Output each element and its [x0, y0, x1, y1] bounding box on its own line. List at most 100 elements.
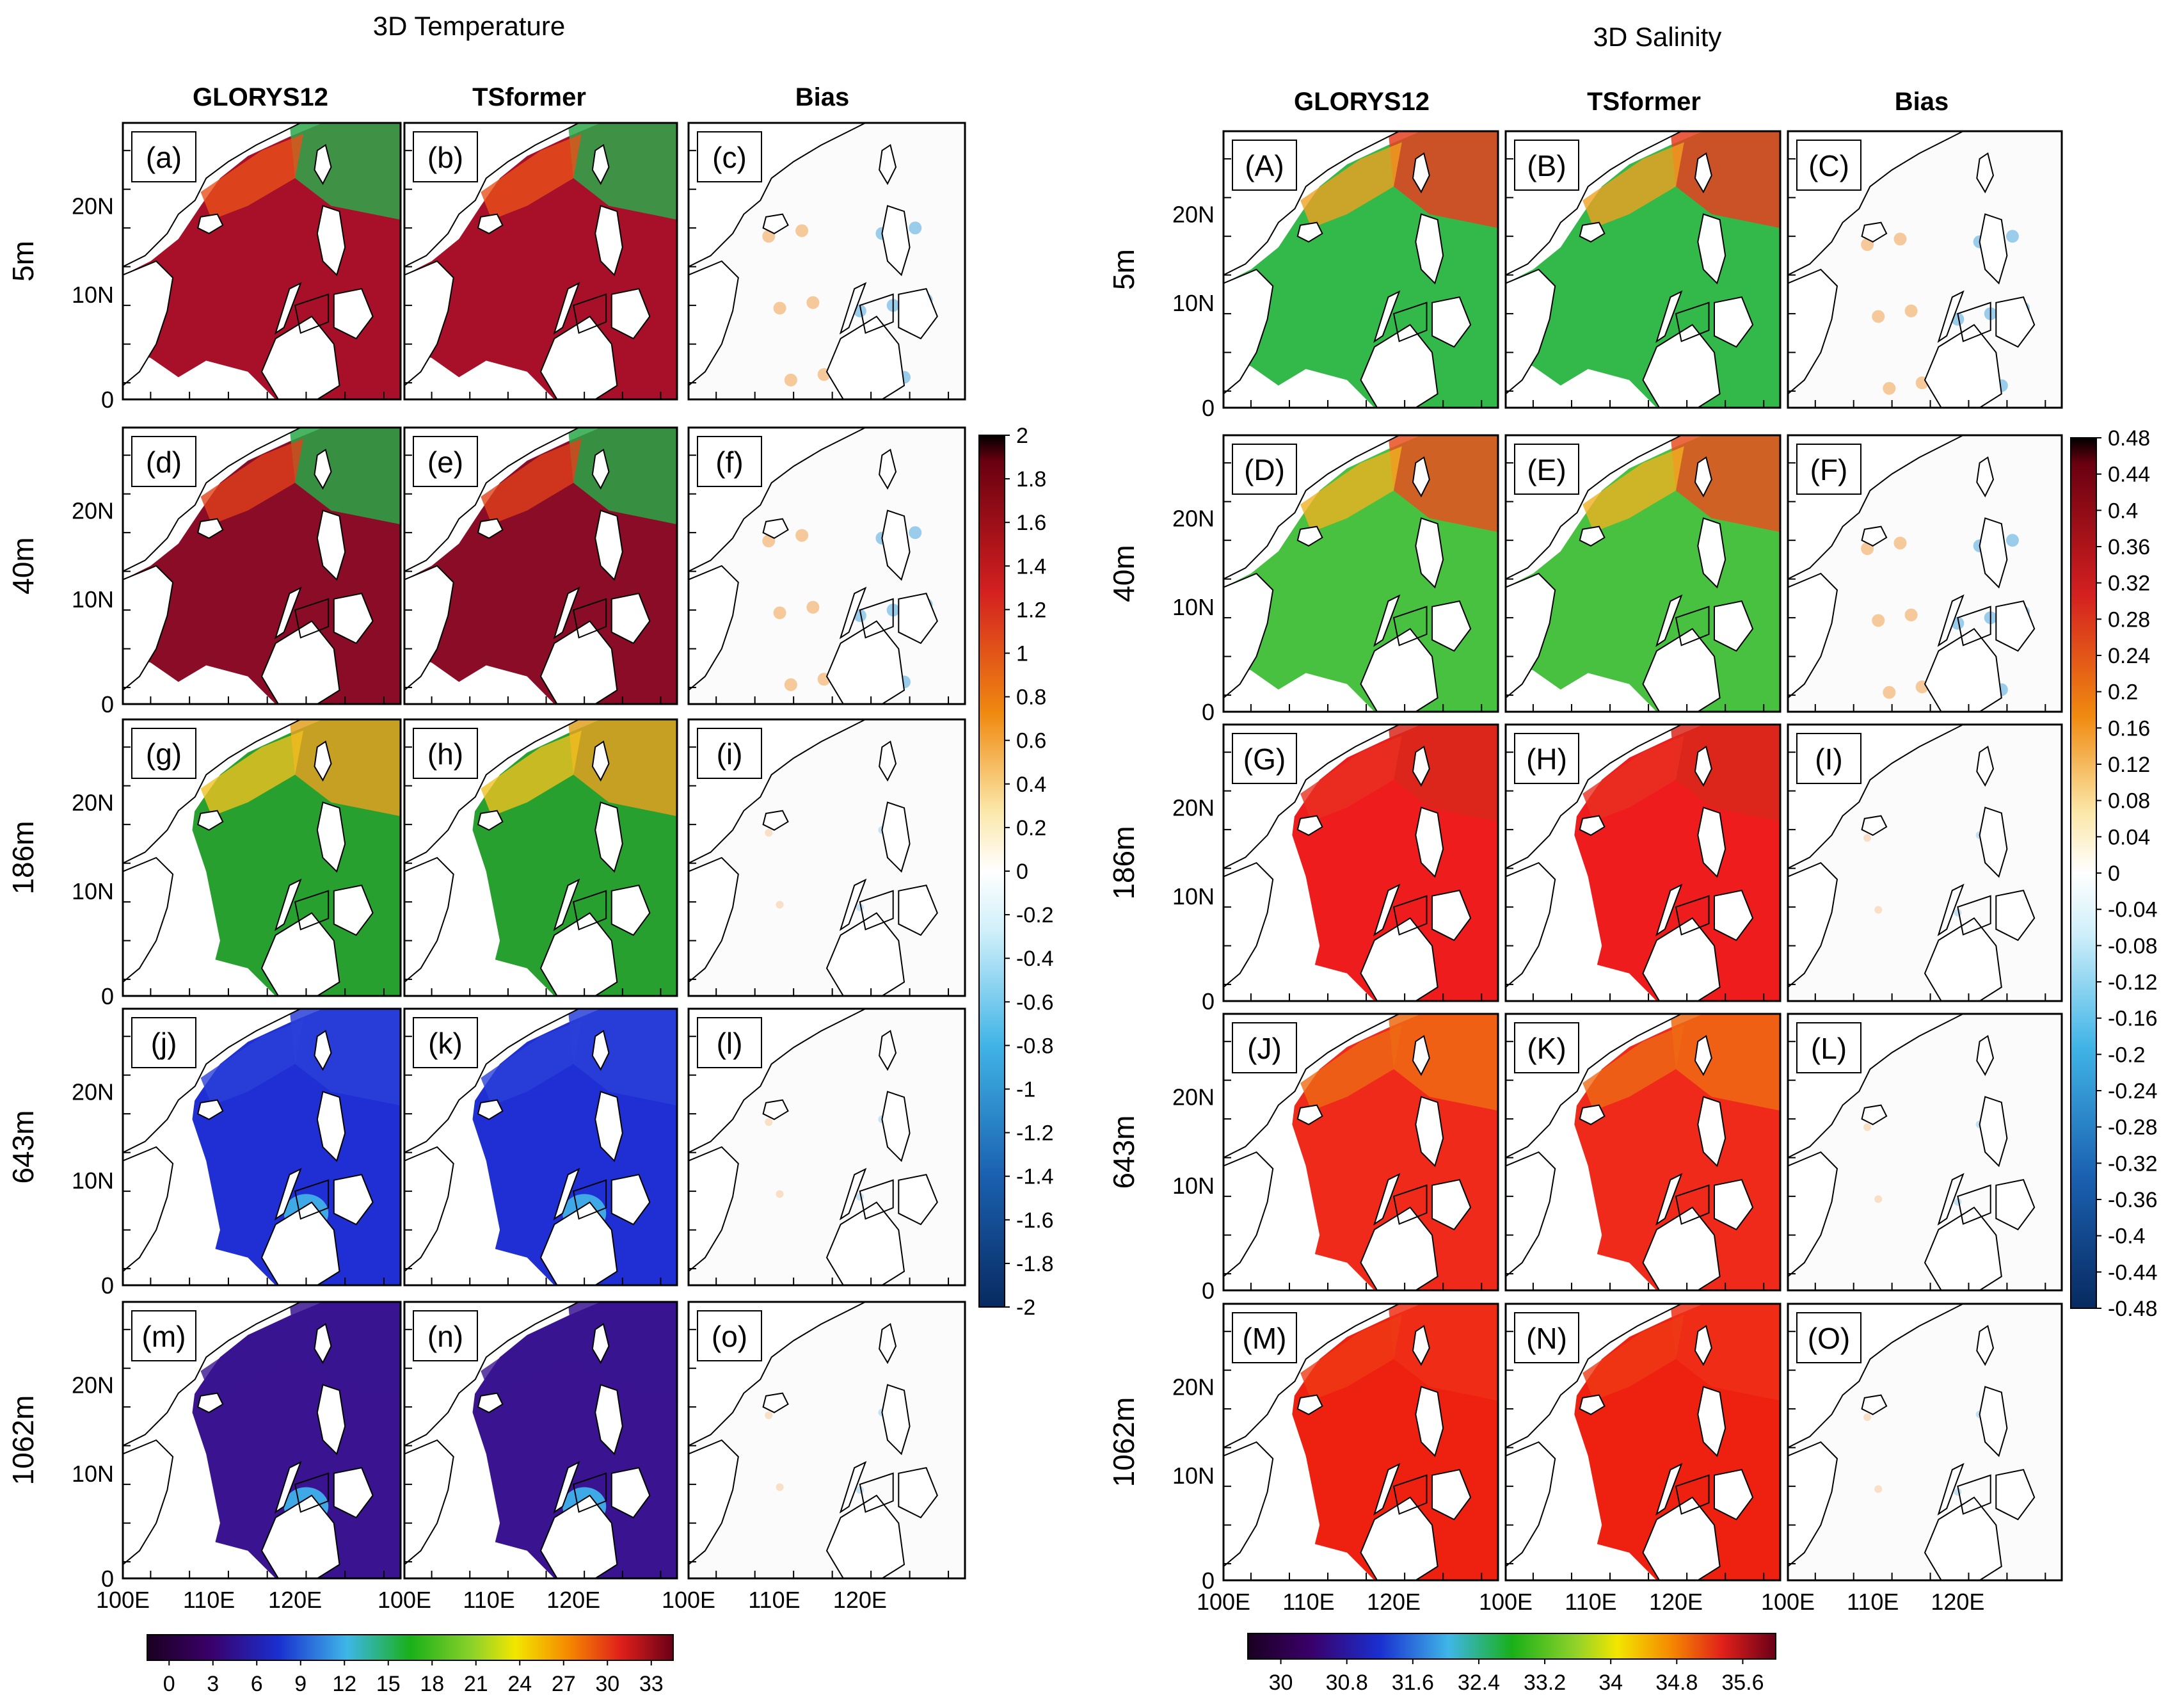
luzon-island	[1415, 806, 1444, 878]
bias-spot	[773, 606, 786, 620]
luzon-island	[1697, 1386, 1726, 1457]
salinity-field-colorbar-tick-label: 34.8	[1655, 1671, 1698, 1695]
temperature-bias-colorbar-tick-label: -0.6	[1016, 990, 1054, 1014]
temperature-lon-tick: 100E	[378, 1587, 431, 1613]
temperature-panel-1: (b)	[403, 122, 678, 401]
bias-spot	[762, 230, 776, 243]
hainan-island	[197, 518, 224, 539]
panel-label-box	[1514, 1022, 1579, 1073]
mindanao-island	[610, 1467, 651, 1519]
salinity-bias-colorbar-tick-label: 0.28	[2108, 607, 2150, 632]
panel-frame	[122, 426, 402, 705]
luzon-island	[594, 509, 623, 581]
luzon-island	[1979, 806, 2008, 878]
taiwan-island	[879, 1322, 897, 1365]
temperature-lat-tick: 10N	[72, 282, 114, 308]
sulu-archipelago	[294, 890, 330, 931]
luzon-island	[881, 509, 911, 581]
panel-label: (o)	[712, 1320, 747, 1353]
panel-label: (m)	[142, 1320, 186, 1353]
bias-spot	[776, 1483, 784, 1491]
temperature-depth-label: 186m	[6, 821, 40, 894]
panel-frame	[1787, 723, 2063, 1002]
ocean-field-shelf	[1300, 1025, 1402, 1111]
ocean-field-shelf	[1300, 735, 1402, 822]
taiwan-island	[591, 448, 610, 490]
mindanao-island	[1995, 1469, 2036, 1521]
temperature-lon-tick: 100E	[96, 1587, 150, 1613]
palawan-island	[1373, 1463, 1401, 1516]
bias-spot	[1872, 310, 1885, 323]
palawan-island	[1655, 290, 1683, 343]
axis-labels: 20N 10N 0 5m 20N 10N 0 40m 20N 10N 0 186m 20N 10N 0 643…	[6, 193, 1984, 1615]
ocean-field-shelf	[1300, 1315, 1402, 1401]
taiwan-island	[591, 1029, 610, 1071]
ocean-field-northeast	[1670, 1304, 1780, 1401]
luzon-island	[1415, 1386, 1444, 1457]
bias-spot	[2005, 534, 2019, 547]
palawan-island	[839, 586, 867, 639]
salinity-panel-8: (I)	[1787, 723, 2063, 1002]
panel-frame	[1504, 434, 1781, 713]
borneo-island	[1642, 1496, 1721, 1581]
hainan-island	[197, 1099, 224, 1120]
hainan-island	[1861, 221, 1888, 243]
taiwan-island	[314, 448, 332, 490]
panel-frame	[687, 122, 966, 401]
taiwan-island	[879, 1029, 897, 1071]
map-panels: (a) (b) (c) (d) (e) (f) (g) (h) (i) (j) (k) (l) (m) (…	[122, 122, 2063, 1582]
ocean-field-northeast	[1388, 1304, 1498, 1401]
taiwan-island	[1694, 1034, 1712, 1077]
mindanao-island	[1714, 1469, 1754, 1521]
ocean-field-shelf	[1582, 142, 1684, 229]
panel-label: (c)	[712, 141, 747, 174]
taiwan-island	[1694, 1324, 1712, 1367]
panel-frame	[1787, 130, 2063, 409]
taiwan-island	[1412, 152, 1430, 194]
temperature-bias-colorbar-tick-label: -1.2	[1016, 1121, 1054, 1146]
temperature-field-colorbar-tick-label: 33	[639, 1672, 664, 1696]
luzon-island	[881, 1091, 911, 1162]
borneo-island	[260, 912, 340, 997]
bias-spot	[1883, 686, 1896, 699]
temperature-panel-11: (l)	[687, 1007, 966, 1287]
palawan-island	[1373, 594, 1401, 647]
panel-label-box	[1232, 733, 1297, 784]
salinity-lat-tick: 10N	[1172, 1173, 1215, 1199]
salinity-panel-0: (A)	[1222, 130, 1499, 409]
palawan-island	[839, 878, 867, 931]
salinity-depth-label: 186m	[1107, 826, 1140, 899]
panel-label-box	[697, 436, 762, 487]
temperature-bias-colorbar-tick-label: 1.6	[1016, 511, 1046, 535]
temperature-lat-tick: 10N	[72, 1167, 114, 1194]
mindanao-island	[1714, 296, 1754, 348]
panel-label: (h)	[427, 737, 463, 771]
panel-label-box	[131, 131, 196, 182]
bias-spot	[1874, 1195, 1883, 1203]
salinity-field-colorbar-tick-label: 31.6	[1392, 1671, 1434, 1695]
sulu-archipelago	[572, 598, 607, 639]
borneo-island	[260, 620, 340, 705]
salinity-bias-colorbar-tick-label: 0.04	[2108, 825, 2150, 849]
panel-frame	[122, 122, 402, 401]
panel-label: (M)	[1243, 1322, 1287, 1355]
luzon-island	[1979, 213, 2008, 285]
mindanao-island	[610, 288, 651, 340]
temperature-lat-tick: 10N	[72, 1461, 114, 1487]
temperature-lon-tick: 110E	[463, 1587, 514, 1613]
taiwan-island	[1976, 1324, 1995, 1367]
ocean-field-northeast	[568, 1009, 677, 1106]
sulu-archipelago	[1675, 301, 1710, 342]
salinity-panel-6: (G)	[1222, 723, 1499, 1002]
panel-frame	[1504, 1303, 1781, 1582]
panel-label: (a)	[146, 141, 182, 174]
borneo-island	[825, 1201, 905, 1286]
temperature-field-colorbar-tick-label: 0	[163, 1672, 175, 1696]
panel-frame	[403, 122, 678, 401]
panel-label: (J)	[1247, 1032, 1282, 1065]
sulu-archipelago	[294, 598, 330, 639]
panel-label-box	[1796, 140, 1861, 191]
temperature-lon-tick: 120E	[833, 1587, 887, 1613]
temperature-bias-colorbar-tick-label: 1	[1016, 642, 1028, 666]
salinity-field-colorbar: 30 30.8 31.6 32.4 33.2 34 34.8 35.6	[1247, 1633, 1776, 1695]
